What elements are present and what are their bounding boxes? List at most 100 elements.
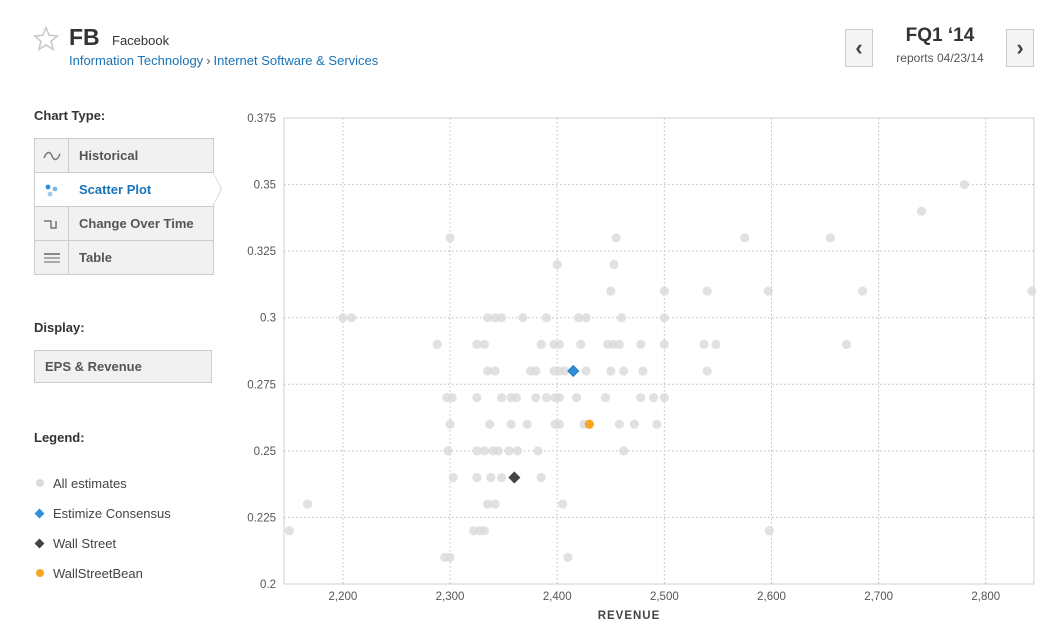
- display-title: Display:: [34, 320, 85, 335]
- data-point: [763, 286, 773, 296]
- data-point: [611, 233, 621, 243]
- data-point: [472, 472, 482, 483]
- data-point: [584, 419, 594, 429]
- chart-type-label: Scatter Plot: [79, 182, 152, 197]
- data-point: [619, 366, 629, 376]
- stock-header: FB Facebook Information Technology › Inter…: [0, 0, 1064, 90]
- data-point: [346, 313, 357, 323]
- data-point: [472, 339, 482, 349]
- star-icon[interactable]: [33, 26, 59, 52]
- display-select[interactable]: EPS & Revenue: [34, 350, 212, 383]
- data-point: [636, 339, 646, 349]
- legend-diamond-icon: [34, 538, 45, 548]
- quarter-label: FQ1 ‘14: [905, 25, 975, 46]
- breadcrumb-industry[interactable]: Internet Software & Services: [213, 53, 379, 68]
- data-point: [490, 366, 500, 376]
- data-point: [606, 286, 616, 296]
- chart-type-historical[interactable]: Historical: [34, 138, 214, 173]
- legend-label: WallStreetBean: [53, 565, 143, 581]
- data-point: [447, 393, 457, 403]
- data-point: [638, 366, 648, 376]
- data-point: [606, 366, 616, 376]
- data-point: [496, 393, 507, 403]
- chart-type-scatter-plot[interactable]: Scatter Plot: [34, 172, 222, 207]
- previous-quarter-button[interactable]: ‹: [845, 29, 873, 67]
- data-point: [472, 393, 482, 403]
- data-point: [959, 179, 969, 190]
- ticker-symbol: FB: [69, 24, 100, 50]
- next-quarter-button[interactable]: ›: [1006, 29, 1034, 67]
- data-point: [560, 366, 570, 376]
- data-point: [522, 419, 532, 429]
- data-point: [600, 393, 611, 403]
- data-point: [496, 472, 507, 483]
- data-point: [432, 339, 442, 349]
- y-tick-label: 0.25: [254, 446, 276, 458]
- data-point: [486, 472, 496, 483]
- legend-diamond-icon: [34, 508, 45, 518]
- data-point: [629, 419, 639, 429]
- data-point: [506, 419, 516, 429]
- data-point: [702, 366, 712, 376]
- data-point: [567, 364, 580, 378]
- data-point: [482, 499, 493, 509]
- data-point: [479, 526, 489, 536]
- legend-label: Wall Street: [53, 535, 117, 551]
- x-tick-label: 2,500: [650, 591, 679, 603]
- legend-title: Legend:: [34, 430, 85, 445]
- x-axis-label: REVENUE: [598, 610, 661, 622]
- data-point: [445, 552, 455, 562]
- y-tick-label: 0.375: [247, 113, 276, 125]
- data-point: [504, 446, 514, 456]
- chart-type-table[interactable]: Table: [34, 241, 214, 275]
- data-point: [659, 339, 669, 349]
- data-point: [479, 446, 489, 456]
- x-tick-label: 2,600: [757, 591, 786, 603]
- data-point: [445, 233, 455, 243]
- x-tick-label: 2,200: [329, 591, 358, 603]
- company-name: Facebook: [112, 33, 170, 48]
- data-point: [699, 339, 709, 349]
- data-point: [614, 419, 624, 429]
- data-point: [485, 419, 495, 429]
- data-point: [302, 499, 313, 509]
- data-point: [563, 552, 573, 562]
- data-point: [536, 472, 546, 483]
- x-tick-label: 2,400: [543, 591, 572, 603]
- breadcrumb-sector[interactable]: Information Technology: [69, 53, 204, 68]
- data-point: [659, 286, 669, 296]
- report-date: reports 04/23/14: [896, 51, 984, 65]
- y-tick-label: 0.275: [247, 379, 276, 391]
- chart-type-label: Change Over Time: [79, 216, 194, 231]
- data-point: [619, 446, 629, 456]
- data-point: [490, 499, 500, 509]
- data-point: [511, 393, 522, 403]
- data-point: [448, 472, 458, 483]
- data-point: [636, 393, 646, 403]
- data-point: [541, 393, 552, 403]
- data-point: [531, 366, 541, 376]
- data-point: [541, 313, 552, 323]
- table-icon: [35, 241, 69, 274]
- data-point: [841, 339, 852, 349]
- y-tick-label: 0.2: [260, 579, 276, 591]
- data-point: [740, 233, 750, 243]
- data-point: [493, 446, 503, 456]
- data-point: [652, 419, 662, 429]
- data-point: [571, 393, 582, 403]
- data-point: [616, 313, 627, 323]
- x-tick-label: 2,300: [436, 591, 465, 603]
- breadcrumb-separator: ›: [206, 53, 211, 68]
- data-point: [496, 313, 507, 323]
- data-point: [916, 206, 927, 216]
- legend-dot-icon: [36, 479, 44, 487]
- y-tick-label: 0.3: [260, 313, 276, 325]
- data-point: [536, 339, 546, 349]
- chart-type-label: Historical: [79, 148, 139, 163]
- chart-type-change-over-time[interactable]: Change Over Time: [34, 207, 214, 241]
- legend-item-wall-street: Wall Street: [34, 528, 171, 558]
- x-tick-label: 2,700: [864, 591, 893, 603]
- scatter-icon: [35, 173, 69, 206]
- data-point: [469, 526, 479, 536]
- data-point: [552, 259, 562, 270]
